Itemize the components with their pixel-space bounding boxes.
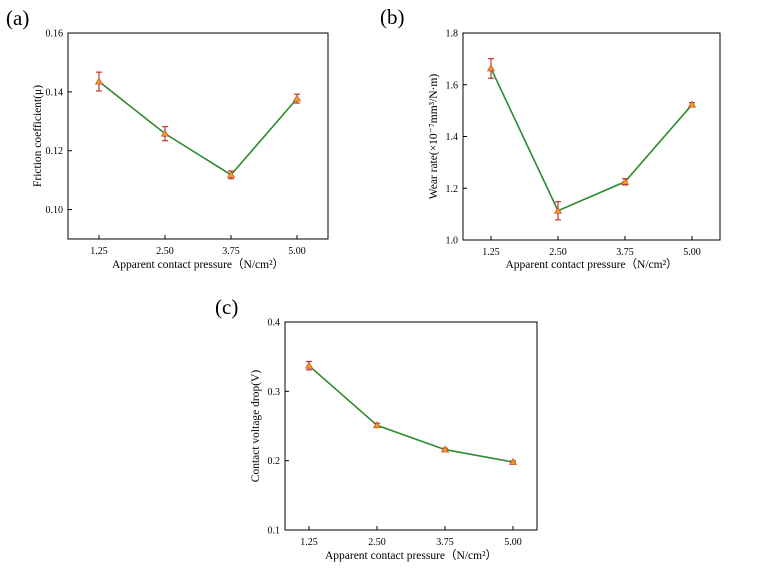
y-tick-label: 1.8 bbox=[446, 29, 459, 40]
y-tick-label: 0.3 bbox=[268, 387, 281, 398]
data-point bbox=[440, 445, 450, 453]
series-line bbox=[490, 68, 693, 212]
data-point bbox=[620, 177, 630, 185]
data-point bbox=[160, 129, 170, 137]
x-tick-label: 2.50 bbox=[549, 247, 567, 258]
y-tick-label: 0.14 bbox=[46, 87, 64, 98]
y-tick-label: 1.4 bbox=[446, 132, 459, 143]
y-axis-label: Friction coefficient(μ) bbox=[32, 85, 44, 187]
plot-frame bbox=[284, 321, 538, 531]
data-point bbox=[372, 421, 382, 429]
x-tick-label: 3.75 bbox=[436, 537, 454, 548]
plot-frame bbox=[462, 32, 721, 241]
x-tick-label: 3.75 bbox=[222, 246, 240, 257]
x-axis-label: Apparent contact pressure（N/cm²） bbox=[325, 549, 497, 562]
x-tick-label: 1.25 bbox=[482, 247, 500, 258]
x-tick-label: 2.50 bbox=[368, 537, 386, 548]
x-tick-label: 3.75 bbox=[616, 247, 634, 258]
series-line bbox=[308, 365, 514, 463]
x-tick-label: 1.25 bbox=[300, 537, 318, 548]
x-tick-label: 5.00 bbox=[683, 247, 701, 258]
chart-panel-c: (c) 0.1 0.2 0.3 0.4 1.25 2.50 3.75 5.00 Apparent … bbox=[215, 295, 538, 562]
panel-label: (b) bbox=[380, 5, 405, 29]
x-tick-label: 2.50 bbox=[156, 246, 174, 257]
y-tick-label: 0.1 bbox=[268, 526, 281, 537]
y-tick-label: 1.0 bbox=[446, 236, 459, 247]
plot-frame bbox=[67, 32, 329, 240]
x-axis-label: Apparent contact pressure（N/cm²） bbox=[112, 258, 284, 271]
y-tick-label: 0.2 bbox=[268, 456, 281, 467]
data-point bbox=[226, 170, 236, 178]
data-point bbox=[94, 77, 104, 85]
x-axis-label: Apparent contact pressure（N/cm²） bbox=[505, 258, 677, 271]
data-point bbox=[508, 457, 518, 465]
y-tick-label: 0.12 bbox=[46, 146, 64, 157]
chart-panel-a: (a) 0.10 0.12 0.14 0.16 1.25 2.50 3.75 5.00 Appar… bbox=[6, 6, 329, 271]
y-axis-label: Wear rate(×10⁻⁷mm³/N·m) bbox=[428, 74, 440, 200]
series-line bbox=[98, 80, 298, 176]
x-tick-label: 1.25 bbox=[90, 246, 108, 257]
data-point bbox=[292, 94, 302, 102]
y-tick-label: 0.16 bbox=[46, 29, 64, 40]
x-tick-label: 5.00 bbox=[288, 246, 306, 257]
data-point bbox=[687, 100, 697, 108]
chart-panel-b: (b) 1.0 1.2 1.4 1.6 1.8 1.25 2.50 3.75 5.00 Appare… bbox=[380, 5, 721, 271]
x-tick-label: 5.00 bbox=[504, 537, 522, 548]
y-tick-label: 0.4 bbox=[268, 318, 281, 329]
data-point bbox=[304, 361, 314, 369]
y-tick-label: 0.10 bbox=[46, 205, 64, 216]
y-tick-label: 1.6 bbox=[446, 80, 459, 91]
y-tick-label: 1.2 bbox=[446, 184, 459, 195]
data-point bbox=[553, 206, 563, 214]
panel-label: (a) bbox=[6, 6, 29, 30]
data-point bbox=[486, 64, 496, 72]
panel-label: (c) bbox=[215, 295, 238, 319]
y-axis-label: Contact voltage drop(V) bbox=[250, 370, 262, 483]
